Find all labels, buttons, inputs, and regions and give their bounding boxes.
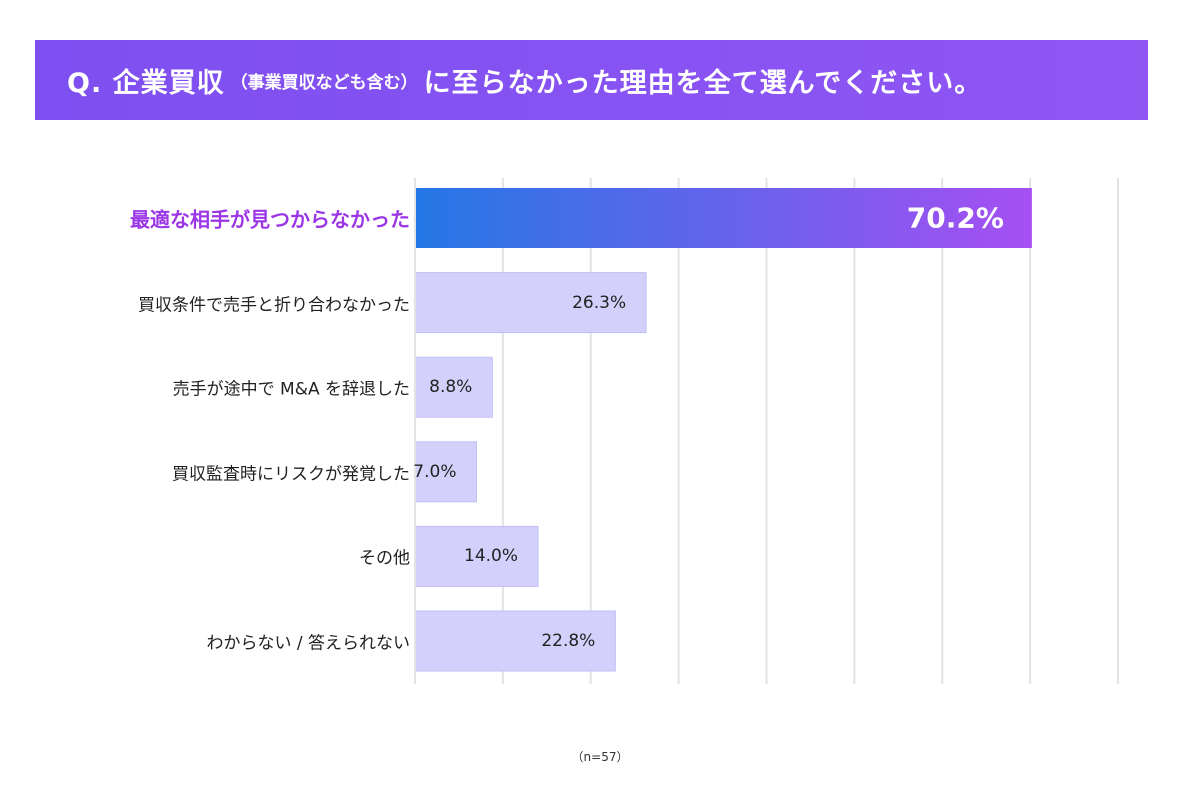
value-label: 22.8% bbox=[541, 631, 596, 651]
category-label: 最適な相手が見つからなかった bbox=[130, 207, 410, 232]
value-label: 8.8% bbox=[429, 377, 473, 398]
category-label: 買収監査時にリスクが発覚した bbox=[172, 464, 410, 485]
bar bbox=[414, 272, 647, 334]
value-label: 14.0% bbox=[464, 546, 519, 567]
category-label: 買収条件で売手と折り合わなかった bbox=[138, 295, 410, 316]
value-label: 70.2% bbox=[906, 201, 1004, 235]
value-label: 26.3% bbox=[572, 292, 627, 313]
question-title-suffix: に至らなかった理由を全て選んでください。 bbox=[423, 67, 983, 99]
category-label: その他 bbox=[359, 548, 410, 569]
sample-size-note: （n=57） bbox=[571, 750, 629, 764]
question-banner: Q. 企業買収 （事業買収なども含む） に至らなかった理由を全て選んでください。 bbox=[35, 40, 1148, 120]
question-title-prefix: Q. 企業買収 bbox=[67, 67, 225, 99]
bar bbox=[414, 356, 493, 418]
bar bbox=[414, 441, 478, 503]
category-label: 売手が途中で M&A を辞退した bbox=[172, 379, 410, 400]
value-label: 7.0% bbox=[413, 461, 457, 482]
question-title-note: （事業買収なども含む） bbox=[230, 72, 418, 93]
bar bbox=[414, 610, 616, 672]
bar-highlighted bbox=[415, 188, 1032, 248]
category-label: わからない / 答えられない bbox=[206, 633, 410, 654]
